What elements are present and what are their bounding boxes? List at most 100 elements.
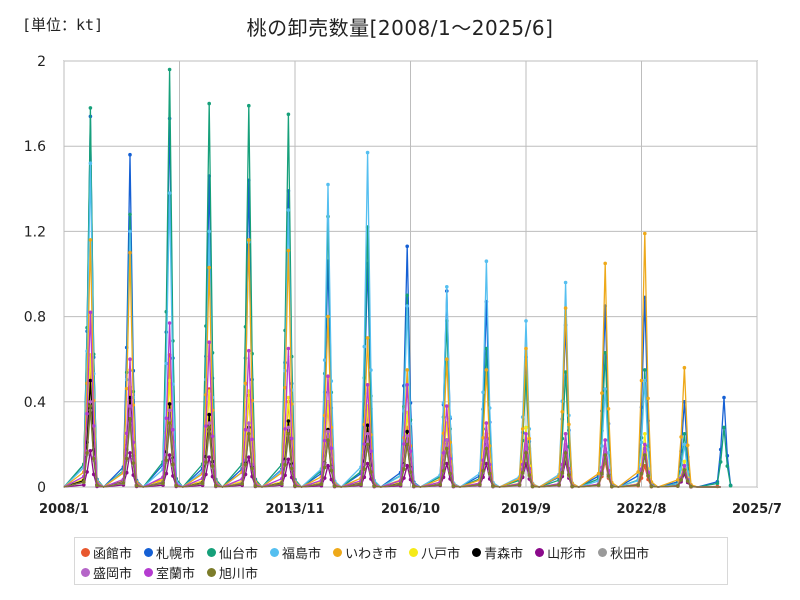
legend: 函館市 札幌市 仙台市 福島市 いわき市 八戸市 青森市 山形市 秋田市 盛岡市 室蘭市 旭川市 bbox=[74, 537, 728, 585]
legend-marker bbox=[472, 547, 482, 557]
data-point bbox=[722, 425, 726, 430]
data-point bbox=[250, 437, 254, 442]
series-group bbox=[63, 67, 733, 489]
data-point bbox=[524, 346, 528, 351]
data-point bbox=[204, 424, 208, 428]
data-point bbox=[243, 462, 248, 467]
data-point bbox=[606, 450, 611, 455]
data-point bbox=[167, 402, 172, 406]
data-point bbox=[207, 265, 211, 270]
data-point bbox=[563, 370, 568, 374]
data-point bbox=[88, 161, 93, 165]
chart-title: 桃の卸売数量[2008/1～2025/6] bbox=[246, 16, 554, 40]
data-point bbox=[398, 482, 403, 487]
data-point bbox=[171, 427, 175, 432]
legend-item: いわき市 bbox=[333, 542, 397, 562]
data-point bbox=[649, 484, 654, 489]
data-point bbox=[643, 368, 647, 372]
data-point bbox=[329, 468, 334, 473]
data-point bbox=[167, 321, 172, 325]
series-line bbox=[63, 152, 718, 488]
legend-label: 函館市 bbox=[93, 546, 133, 562]
x-tick-label: 2016/10 bbox=[381, 502, 440, 517]
data-point bbox=[167, 67, 172, 72]
data-point bbox=[676, 478, 680, 482]
data-point bbox=[85, 411, 89, 416]
data-point bbox=[91, 472, 96, 477]
legend-label: 旭川市 bbox=[219, 566, 259, 582]
data-point bbox=[247, 432, 251, 436]
legend-item: 秋田市 bbox=[598, 542, 649, 562]
data-point bbox=[487, 471, 492, 476]
data-point bbox=[128, 357, 132, 362]
data-point bbox=[405, 463, 410, 468]
data-point bbox=[204, 472, 208, 477]
data-point bbox=[167, 453, 172, 457]
data-point bbox=[567, 473, 571, 477]
data-point bbox=[563, 451, 568, 455]
data-point bbox=[679, 478, 683, 482]
data-point bbox=[596, 483, 601, 487]
data-point bbox=[603, 453, 607, 457]
data-point bbox=[128, 152, 132, 157]
legend-item: 八戸市 bbox=[409, 542, 460, 562]
data-point bbox=[121, 481, 126, 485]
data-point bbox=[570, 484, 574, 489]
data-point bbox=[204, 460, 208, 464]
data-point bbox=[128, 212, 132, 217]
data-point bbox=[484, 259, 489, 264]
data-point bbox=[85, 470, 89, 474]
data-point bbox=[567, 422, 571, 427]
data-point bbox=[124, 431, 129, 436]
data-point bbox=[682, 468, 687, 472]
data-point bbox=[128, 451, 132, 455]
data-point bbox=[484, 368, 489, 372]
data-point bbox=[682, 442, 687, 447]
data-point bbox=[448, 471, 452, 476]
data-point bbox=[247, 103, 251, 108]
data-point bbox=[329, 477, 334, 482]
data-point bbox=[207, 340, 211, 345]
data-point bbox=[369, 470, 373, 474]
data-point bbox=[326, 182, 330, 187]
data-point bbox=[207, 229, 211, 234]
data-point bbox=[478, 482, 482, 487]
y-tick-label: 1.6 bbox=[24, 139, 46, 155]
data-point bbox=[481, 436, 485, 440]
legend-marker bbox=[144, 567, 154, 577]
data-point bbox=[164, 416, 169, 421]
data-point bbox=[530, 484, 535, 489]
legend-label: 福島市 bbox=[282, 546, 322, 562]
data-point bbox=[445, 285, 449, 289]
legend-marker bbox=[598, 547, 608, 557]
data-point bbox=[161, 481, 165, 486]
data-point bbox=[405, 442, 410, 447]
data-point bbox=[524, 451, 528, 455]
legend-label: いわき市 bbox=[345, 546, 398, 562]
data-point bbox=[128, 417, 132, 421]
x-tick-label: 2013/11 bbox=[265, 502, 324, 517]
data-point bbox=[408, 470, 413, 474]
data-point bbox=[520, 470, 525, 475]
data-point bbox=[243, 427, 248, 432]
data-point bbox=[372, 484, 377, 488]
data-point bbox=[596, 471, 601, 476]
data-point bbox=[445, 446, 449, 451]
data-point bbox=[283, 427, 287, 431]
data-point bbox=[207, 389, 211, 393]
legend-label: 秋田市 bbox=[610, 546, 650, 562]
data-point bbox=[174, 483, 178, 488]
data-point bbox=[365, 150, 370, 155]
data-point bbox=[643, 432, 647, 436]
data-point bbox=[128, 404, 132, 408]
legend-item: 青森市 bbox=[472, 542, 523, 562]
data-point bbox=[715, 481, 720, 486]
legend-item: 盛岡市 bbox=[81, 562, 132, 582]
data-point bbox=[365, 442, 370, 447]
data-point bbox=[164, 361, 169, 366]
data-point bbox=[88, 404, 93, 408]
unit-label: [単位：kt] bbox=[22, 16, 104, 34]
data-point bbox=[207, 455, 211, 460]
data-point bbox=[124, 470, 129, 475]
